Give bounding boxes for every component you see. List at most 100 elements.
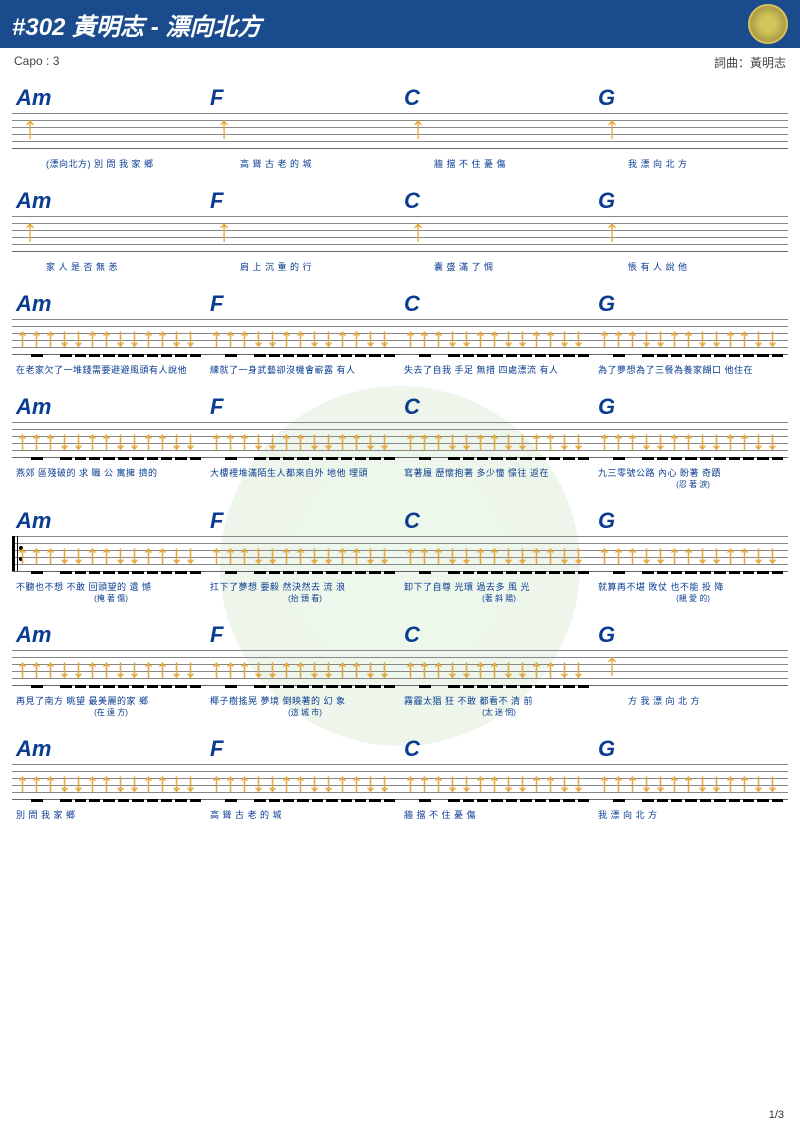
lyrics-text: 別 問 我 家 鄉 bbox=[12, 808, 206, 821]
chord-label: F bbox=[206, 622, 400, 648]
strum-pattern: ↑↑↑↓↓↑↑↓↓↑↑↓↓ bbox=[598, 317, 784, 357]
staff-lines: ↑↑↑↓↓↑↑↓↓↑↑↓↓ bbox=[400, 650, 594, 686]
header-bar: #302 黃明志 - 漂向北方 bbox=[0, 0, 800, 48]
staff-lines: ↑↑↑↓↓↑↑↓↓↑↑↓↓ bbox=[12, 536, 206, 572]
beam-group bbox=[16, 685, 202, 691]
lyrics-text: 扛下了夢想 要毅 然決然去 流 浪 bbox=[206, 580, 400, 593]
measure: Am↑↑↑↓↓↑↑↓↓↑↑↓↓再見了南方 眺望 最美麗的家 鄉(在 遠 方) bbox=[12, 622, 206, 718]
staff-lines: ↑↑↑↓↓↑↑↓↓↑↑↓↓ bbox=[594, 319, 788, 355]
strum-pattern: ↑↑↑↓↓↑↑↓↓↑↑↓↓ bbox=[210, 534, 396, 574]
strum-up-icon: ↑ bbox=[22, 109, 38, 146]
beam-group bbox=[210, 354, 396, 360]
strum-up-icon: ↑ bbox=[216, 109, 232, 146]
sublyrics-text: (親 愛 的) bbox=[594, 593, 788, 604]
measure: Am↑↑↑↓↓↑↑↓↓↑↑↓↓ 別 問 我 家 鄉 bbox=[12, 736, 206, 821]
staff-lines: ↑↑↑↓↓↑↑↓↓↑↑↓↓ bbox=[12, 764, 206, 800]
strum-pattern: ↑↑↑↓↓↑↑↓↓↑↑↓↓ bbox=[16, 762, 202, 802]
measure: Am↑ (漂向北方) 別 問 我 家 鄉 bbox=[12, 85, 206, 170]
tab-row: Am↑(漂向北方) 別 問 我 家 鄉F↑高 聳 古 老 的 城C↑牆 擋 不 … bbox=[12, 85, 788, 170]
measure: G↑我 漂 向 北 方 bbox=[594, 85, 788, 170]
strum-up-icon: ↑ bbox=[216, 212, 232, 249]
tab-content: Am↑(漂向北方) 別 問 我 家 鄉F↑高 聳 古 老 的 城C↑牆 擋 不 … bbox=[0, 77, 800, 847]
strum-pattern: ↑↑↑↓↓↑↑↓↓↑↑↓↓ bbox=[404, 317, 590, 357]
lyrics-text: 我 漂 向 北 方 bbox=[594, 808, 788, 821]
chord-label: F bbox=[206, 291, 400, 317]
strum-pattern: ↑↑↑↓↓↑↑↓↓↑↑↓↓ bbox=[210, 420, 396, 460]
lyrics-text: 牆 擋 不 住 憂 傷 bbox=[400, 808, 594, 821]
beam-group bbox=[404, 799, 590, 805]
lyrics-text: 寫著履 歷懷抱著 多少憧 憬往 返在 bbox=[400, 466, 594, 479]
staff-lines: ↑↑↑↓↓↑↑↓↓↑↑↓↓ bbox=[400, 764, 594, 800]
strum-pattern: ↑↑↑↓↓↑↑↓↓↑↑↓↓ bbox=[598, 534, 784, 574]
strum-pattern: ↑↑↑↓↓↑↑↓↓↑↑↓↓ bbox=[16, 420, 202, 460]
beam-group bbox=[16, 354, 202, 360]
lyrics-text: 在老家欠了一堆錢需要避避風頭有人說他 bbox=[12, 363, 206, 376]
strum-up-icon: ↑ bbox=[604, 109, 620, 146]
chord-label: C bbox=[400, 736, 594, 762]
capo-label: Capo : 3 bbox=[14, 54, 59, 71]
sublyrics-text: (這 城 市) bbox=[206, 707, 400, 718]
strum-up-icon: ↑ bbox=[604, 646, 620, 683]
tab-row: Am↑↑↑↓↓↑↑↓↓↑↑↓↓再見了南方 眺望 最美麗的家 鄉(在 遠 方)F↑… bbox=[12, 622, 788, 718]
lyrics-text: 卸下了自尊 光環 過去多 風 光 bbox=[400, 580, 594, 593]
staff-lines: ↑ bbox=[594, 650, 788, 686]
staff-lines: ↑ bbox=[12, 113, 206, 149]
strum-up-icon: ↑ bbox=[410, 109, 426, 146]
strum-pattern: ↑↑↑↓↓↑↑↓↓↑↑↓↓ bbox=[404, 648, 590, 688]
strum-up-icon: ↑ bbox=[410, 212, 426, 249]
staff-lines: ↑ bbox=[12, 216, 206, 252]
measure: C↑牆 擋 不 住 憂 傷 bbox=[400, 85, 594, 170]
measure: C↑↑↑↓↓↑↑↓↓↑↑↓↓卸下了自尊 光環 過去多 風 光(著 斜 陽) bbox=[400, 508, 594, 604]
chord-label: G bbox=[594, 188, 788, 214]
beam-group bbox=[210, 685, 396, 691]
staff-lines: ↑ bbox=[400, 113, 594, 149]
song-title: #302 黃明志 - 漂向北方 bbox=[12, 7, 261, 42]
lyrics-text: 椰子樹搖晃 夢境 倒映著的 幻 象 bbox=[206, 694, 400, 707]
chord-label: G bbox=[594, 508, 788, 534]
lyrics-text: 失去了自我 手足 無措 四處漂流 有人 bbox=[400, 363, 594, 376]
chord-label: C bbox=[400, 508, 594, 534]
lyrics-text: 燕郊 區殘破的 求 職 公 寓擁 擠的 bbox=[12, 466, 206, 479]
staff-lines: ↑ bbox=[206, 113, 400, 149]
measure: Am↑家 人 是 否 無 恙 bbox=[12, 188, 206, 273]
meta-row: Capo : 3 詞曲：黃明志 bbox=[0, 48, 800, 77]
tab-row: Am↑↑↑↓↓↑↑↓↓↑↑↓↓不聽也不想 不敢 回頭望的 遺 憾(掩 著 傷)F… bbox=[12, 508, 788, 604]
measure: G↑方 我 漂 向 北 方 bbox=[594, 622, 788, 718]
staff-lines: ↑↑↑↓↓↑↑↓↓↑↑↓↓ bbox=[12, 422, 206, 458]
chord-label: C bbox=[400, 622, 594, 648]
measure: Am↑↑↑↓↓↑↑↓↓↑↑↓↓燕郊 區殘破的 求 職 公 寓擁 擠的 bbox=[12, 394, 206, 490]
chord-label: F bbox=[206, 85, 400, 111]
chord-label: Am bbox=[12, 291, 206, 317]
measure: F↑↑↑↓↓↑↑↓↓↑↑↓↓扛下了夢想 要毅 然決然去 流 浪(抬 頭 看) bbox=[206, 508, 400, 604]
lyrics-text: 九三零號公路 內心 盼著 奇蹟 bbox=[594, 466, 788, 479]
measure: G↑悵 有 人 說 他 bbox=[594, 188, 788, 273]
tab-row: Am↑↑↑↓↓↑↑↓↓↑↑↓↓燕郊 區殘破的 求 職 公 寓擁 擠的F↑↑↑↓↓… bbox=[12, 394, 788, 490]
beam-group bbox=[404, 571, 590, 577]
staff-lines: ↑↑↑↓↓↑↑↓↓↑↑↓↓ bbox=[400, 422, 594, 458]
staff-lines: ↑↑↑↓↓↑↑↓↓↑↑↓↓ bbox=[594, 422, 788, 458]
chord-label: G bbox=[594, 291, 788, 317]
strum-up-icon: ↑ bbox=[22, 212, 38, 249]
lyrics-text: (漂向北方) 別 問 我 家 鄉 bbox=[12, 157, 206, 170]
sublyrics-text: (太 迷 惘) bbox=[400, 707, 594, 718]
beam-group bbox=[598, 354, 784, 360]
measure: G↑↑↑↓↓↑↑↓↓↑↑↓↓九三零號公路 內心 盼著 奇蹟(忍 著 淚) bbox=[594, 394, 788, 490]
lyrics-text: 練就了一身武藝卻沒機會嶄露 有人 bbox=[206, 363, 400, 376]
staff-lines: ↑ bbox=[206, 216, 400, 252]
chord-label: F bbox=[206, 508, 400, 534]
beam-group bbox=[16, 799, 202, 805]
chord-label: Am bbox=[12, 622, 206, 648]
chord-label: Am bbox=[12, 508, 206, 534]
logo-icon bbox=[748, 4, 788, 44]
chord-label: C bbox=[400, 85, 594, 111]
measure: C↑↑↑↓↓↑↑↓↓↑↑↓↓霧霾太猖 狂 不敢 都看不 清 前(太 迷 惘) bbox=[400, 622, 594, 718]
lyrics-text: 大樓裡堆滿陌生人都來自外 地他 埋頭 bbox=[206, 466, 400, 479]
beam-group bbox=[598, 799, 784, 805]
chord-label: Am bbox=[12, 736, 206, 762]
measure: F↑↑↑↓↓↑↑↓↓↑↑↓↓高 聳 古 老 的 城 bbox=[206, 736, 400, 821]
sublyrics-text: (忍 著 淚) bbox=[594, 479, 788, 490]
staff-lines: ↑↑↑↓↓↑↑↓↓↑↑↓↓ bbox=[206, 422, 400, 458]
staff-lines: ↑↑↑↓↓↑↑↓↓↑↑↓↓ bbox=[400, 319, 594, 355]
measure: C↑囊 盛 滿 了 惆 bbox=[400, 188, 594, 273]
chord-label: Am bbox=[12, 85, 206, 111]
